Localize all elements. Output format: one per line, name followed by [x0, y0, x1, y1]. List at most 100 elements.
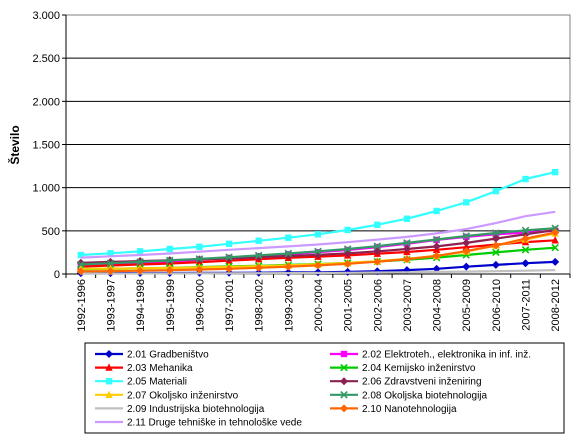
data-point — [225, 253, 233, 261]
series-lines — [76, 168, 560, 278]
legend-marker — [105, 350, 113, 358]
data-point — [432, 242, 441, 251]
legend-marker — [105, 390, 113, 398]
data-point — [343, 259, 352, 268]
data-point — [165, 256, 174, 265]
legend-marker — [340, 377, 348, 386]
data-point — [255, 237, 262, 244]
data-point — [432, 251, 441, 260]
legend-label: 2.07 Okoljsko inženirstvo — [127, 390, 239, 401]
legend-label: 2.11 Druge tehniške in tehnološke vede — [127, 418, 302, 429]
data-point — [314, 247, 322, 256]
x-tick-label: 2006-2010 — [491, 279, 503, 332]
legend-label: 2.03 Mehanika — [127, 363, 193, 374]
y-tick-label: 2.000 — [32, 96, 60, 108]
data-point — [521, 234, 530, 243]
data-point — [254, 253, 263, 262]
data-point — [76, 267, 85, 276]
data-point — [314, 261, 322, 270]
data-point — [432, 235, 441, 244]
data-point — [314, 231, 322, 238]
legend-label: 2.06 Zdravstveni inženiring — [362, 377, 482, 388]
x-tick-label: 2001-2005 — [343, 279, 355, 332]
data-point — [521, 246, 530, 254]
legend: 2.01 Gradbeništvo 2.02 Elektroteh., elekt… — [95, 350, 531, 429]
x-tick-label: 2008-2012 — [550, 279, 562, 332]
legend-label: 2.05 Materiali — [127, 377, 187, 388]
data-point — [462, 238, 471, 247]
legend-label: 2.01 Gradbeništvo — [127, 350, 209, 361]
legend-item: 2.07 Okoljsko inženirstvo — [95, 390, 239, 401]
data-point — [166, 245, 173, 253]
data-point — [491, 241, 500, 250]
data-point — [403, 239, 411, 247]
legend-box — [84, 342, 565, 434]
data-point — [551, 257, 560, 266]
legend-item: 2.10 Nanotehnologija — [330, 404, 457, 415]
data-point — [225, 240, 233, 247]
data-point — [344, 226, 351, 234]
series-9 — [80, 269, 556, 275]
data-point — [462, 232, 471, 240]
data-point — [106, 267, 115, 276]
legend-item: 2.06 Zdravstveni inženiring — [330, 377, 482, 388]
data-point — [402, 244, 411, 253]
legend-item: 2.08 Okoljska biotehnologija — [330, 390, 488, 401]
data-point — [285, 234, 292, 241]
x-tick-label: 2000-2004 — [313, 279, 325, 332]
data-point — [492, 187, 500, 195]
data-point — [551, 224, 559, 233]
data-point — [254, 251, 263, 260]
x-tick-label: 1998-2002 — [254, 279, 266, 332]
series-10 — [76, 228, 560, 276]
legend-label: 2.08 Okoljska biotehnologija — [362, 390, 488, 401]
y-tick-label: 1.500 — [32, 140, 60, 152]
y-tick-label: 2.500 — [32, 53, 60, 65]
data-point — [136, 248, 144, 255]
x-tick-label: 2004-2008 — [432, 279, 444, 332]
data-point — [373, 257, 382, 266]
x-tick-label: 1997-2001 — [224, 279, 236, 332]
legend-item: 2.03 Mehanika — [95, 363, 193, 374]
legend-marker — [105, 378, 113, 385]
x-tick-label: 2003-2007 — [402, 279, 414, 332]
legend-marker — [340, 391, 348, 399]
y-axis-label: Število — [7, 125, 22, 164]
legend-label: 2.02 Elektroteh., elektronika in inf. in… — [362, 350, 531, 361]
series-8 — [77, 224, 559, 269]
data-point — [196, 243, 203, 251]
data-point — [551, 228, 560, 237]
y-tick-label: 0 — [54, 269, 60, 281]
legend-item: 2.05 Materiali — [95, 377, 187, 388]
legend-marker — [340, 363, 348, 372]
legend-item: 2.02 Elektroteh., elektronika in inf. in… — [330, 350, 531, 361]
data-point — [106, 259, 115, 267]
series-5 — [77, 168, 559, 259]
data-point — [225, 264, 234, 273]
data-point — [462, 262, 471, 271]
x-tick-label: 1993-1997 — [105, 279, 117, 332]
legend-item: 2.11 Druge tehniške in tehnološke vede — [95, 418, 302, 429]
data-point — [492, 248, 500, 257]
data-point — [462, 247, 471, 256]
data-point — [551, 243, 559, 252]
data-point — [403, 215, 411, 222]
data-point — [374, 221, 381, 228]
data-point — [77, 251, 85, 259]
legend-label: 2.10 Nanotehnologija — [362, 404, 457, 415]
gridlines — [66, 57, 570, 232]
x-axis: 1992-1996 1993-1997 1994-1998 1995-1999 1996… — [65, 273, 571, 332]
data-point — [343, 245, 352, 253]
x-tick-label: 2002-2006 — [372, 279, 384, 332]
x-tick-label: 1994-1998 — [135, 279, 147, 332]
x-tick-label: 1995-1999 — [165, 279, 177, 332]
data-point — [284, 262, 293, 271]
y-tick-label: 1.000 — [32, 183, 60, 195]
data-point — [492, 231, 500, 238]
data-point — [107, 250, 114, 257]
data-point — [195, 265, 204, 274]
data-point — [491, 234, 500, 243]
data-point — [402, 255, 411, 264]
data-point — [433, 207, 440, 215]
